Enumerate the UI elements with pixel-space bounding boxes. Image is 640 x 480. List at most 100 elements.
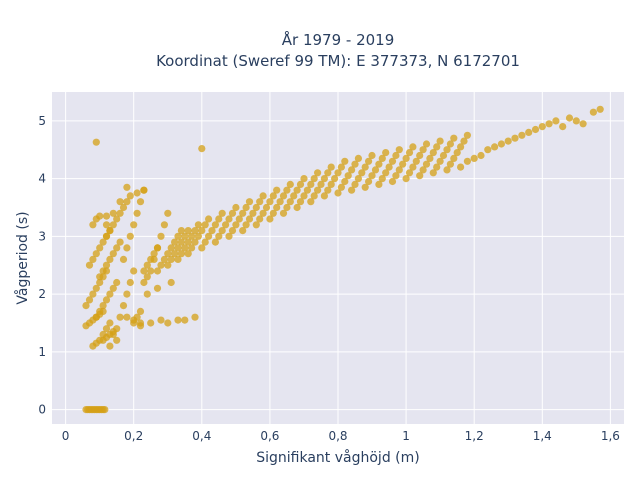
- scatter-point: [133, 209, 141, 217]
- scatter-point: [422, 160, 431, 168]
- scatter-point: [273, 203, 281, 212]
- scatter-point: [225, 215, 233, 223]
- scatter-point: [150, 255, 158, 263]
- scatter-point: [174, 255, 182, 263]
- scatter-point: [119, 203, 128, 212]
- scatter-point: [365, 177, 373, 186]
- scatter-point: [157, 232, 165, 240]
- scatter-point: [218, 227, 226, 235]
- scatter-point: [205, 232, 213, 240]
- x-tick-label: 1,6: [601, 429, 620, 443]
- scatter-point: [242, 203, 250, 212]
- x-tick-label: 0,4: [192, 429, 211, 443]
- scatter-point: [140, 267, 148, 275]
- scatter-point: [286, 180, 294, 188]
- scatter-point: [225, 232, 233, 240]
- y-tick-label: 2: [38, 287, 46, 301]
- scatter-point: [331, 175, 339, 183]
- scatter-point: [348, 166, 356, 174]
- scatter-point: [296, 198, 305, 206]
- scatter-point: [143, 290, 151, 298]
- x-tick-label: 0,2: [124, 429, 143, 443]
- scatter-point: [249, 209, 257, 217]
- scatter-point: [167, 278, 175, 287]
- scatter-point: [201, 221, 209, 229]
- scatter-point: [215, 232, 223, 240]
- scatter-point: [443, 146, 451, 154]
- scatter-point: [242, 221, 250, 229]
- scatter-point: [388, 157, 397, 165]
- scatter-point: [92, 138, 100, 146]
- scatter-point: [181, 244, 189, 252]
- scatter-point: [409, 143, 417, 151]
- scatter-point: [266, 215, 274, 223]
- y-tick-label: 4: [38, 172, 46, 186]
- scatter-point: [99, 238, 107, 246]
- scatter-point: [109, 330, 117, 339]
- scatter-point: [181, 316, 189, 324]
- scatter-point: [113, 244, 121, 252]
- scatter-point: [153, 284, 162, 292]
- scatter-point: [136, 198, 145, 206]
- scatter-point: [157, 316, 165, 324]
- scatter-point: [201, 238, 209, 246]
- scatter-point: [273, 186, 281, 194]
- scatter-point: [504, 137, 512, 145]
- chart-title-line-2: Koordinat (Sweref 99 TM): E 377373, N 61…: [156, 52, 520, 70]
- scatter-point: [106, 255, 114, 263]
- scatter-point: [327, 180, 335, 188]
- scatter-point: [269, 209, 277, 217]
- x-tick-label: 1,2: [465, 429, 484, 443]
- scatter-point: [327, 163, 335, 171]
- scatter-point: [174, 316, 182, 324]
- scatter-point: [194, 232, 202, 240]
- scatter-point: [153, 267, 162, 275]
- scatter-point: [375, 160, 383, 168]
- scatter-point: [188, 232, 196, 240]
- scatter-point: [99, 267, 107, 275]
- scatter-point: [382, 169, 390, 177]
- scatter-point: [368, 172, 376, 180]
- scatter-point: [116, 209, 124, 217]
- scatter-point: [341, 177, 349, 186]
- scatter-point: [334, 169, 342, 177]
- scatter-point: [354, 154, 362, 162]
- scatter-point: [102, 232, 111, 240]
- scatter-point: [113, 215, 121, 223]
- scatter-point: [123, 290, 131, 298]
- x-tick-label: 0,6: [260, 429, 279, 443]
- scatter-point: [228, 227, 237, 235]
- scatter-point: [429, 149, 437, 157]
- scatter-point: [89, 221, 97, 229]
- scatter-point: [354, 175, 362, 183]
- scatter-point: [160, 221, 168, 229]
- scatter-point: [283, 203, 291, 212]
- scatter-point: [497, 140, 505, 148]
- scatter-point: [511, 134, 519, 142]
- scatter-point: [457, 163, 465, 171]
- scatter-point: [538, 123, 546, 131]
- scatter-point: [579, 120, 587, 128]
- scatter-point: [96, 273, 104, 281]
- scatter-point: [337, 183, 345, 191]
- scatter-point: [416, 151, 424, 160]
- scatter-point: [419, 146, 427, 154]
- scatter-markers: [82, 105, 604, 414]
- scatter-point: [92, 313, 100, 321]
- scatter-point: [426, 154, 434, 162]
- scatter-point: [239, 227, 247, 235]
- scatter-point: [279, 192, 288, 200]
- scatter-point: [119, 255, 128, 263]
- scatter-point: [126, 232, 134, 240]
- scatter-point: [116, 238, 124, 246]
- scatter-point: [211, 221, 219, 229]
- scatter-point: [405, 169, 414, 177]
- scatter-point: [85, 296, 94, 304]
- scatter-point: [102, 325, 111, 333]
- scatter-point: [368, 151, 376, 160]
- scatter-point: [153, 244, 162, 252]
- scatter-point: [361, 163, 369, 171]
- scatter-point: [392, 151, 400, 160]
- scatter-point: [310, 192, 318, 200]
- scatter-point: [184, 250, 192, 258]
